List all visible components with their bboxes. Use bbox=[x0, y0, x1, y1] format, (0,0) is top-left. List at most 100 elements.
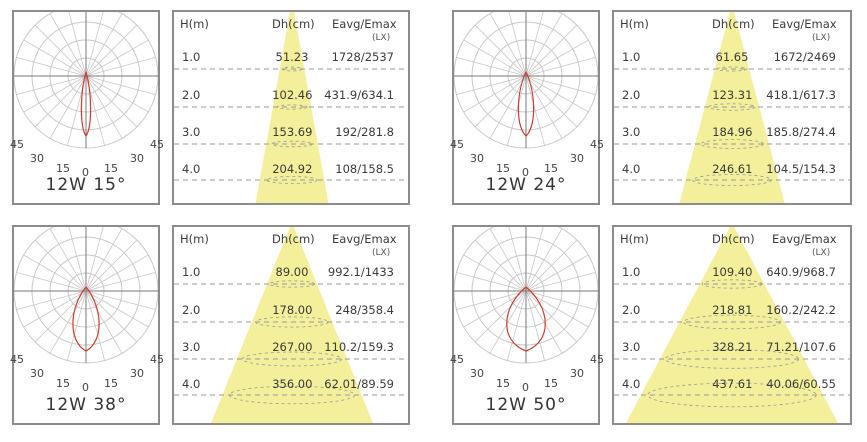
intensity-curve bbox=[80, 69, 92, 138]
angle-label: 15 bbox=[104, 162, 118, 175]
row-diameter: 328.21 bbox=[712, 340, 753, 354]
angle-label: 30 bbox=[570, 367, 584, 380]
fixture-caption: 12W 24° bbox=[485, 175, 567, 195]
polar-diagram: 45 30 15 0 15 30 45 12W 24° bbox=[450, 10, 604, 205]
fixture-caption: 12W 50° bbox=[485, 395, 567, 415]
header-height: H(m) bbox=[180, 232, 209, 246]
row-diameter: 246.61 bbox=[712, 162, 753, 176]
row-height: 1.0 bbox=[182, 50, 201, 64]
row-illuminance: 160.2/242.2 bbox=[766, 303, 836, 317]
header-illuminance: Eavg/Emax bbox=[332, 232, 397, 246]
angle-label: 30 bbox=[470, 367, 484, 380]
header-unit: (LX) bbox=[372, 33, 391, 43]
intensity-curve bbox=[72, 286, 100, 352]
row-illuminance: 431.9/634.1 bbox=[324, 88, 394, 102]
angle-label: 30 bbox=[130, 367, 144, 380]
row-height: 1.0 bbox=[182, 265, 201, 279]
angle-label: 45 bbox=[450, 138, 464, 151]
header-illuminance: Eavg/Emax bbox=[772, 232, 837, 246]
row-height: 4.0 bbox=[182, 162, 201, 176]
angle-label: 0 bbox=[82, 381, 89, 394]
polar-diagram: 45 30 15 0 15 30 45 12W 15° bbox=[10, 10, 164, 205]
row-height: 1.0 bbox=[622, 265, 641, 279]
row-height: 4.0 bbox=[182, 377, 201, 391]
angle-label: 30 bbox=[130, 152, 144, 165]
header-height: H(m) bbox=[620, 232, 649, 246]
row-height: 3.0 bbox=[182, 340, 201, 354]
row-diameter: 356.00 bbox=[272, 377, 313, 391]
beam-cone bbox=[174, 12, 408, 203]
row-diameter: 123.31 bbox=[712, 88, 753, 102]
angle-label: 45 bbox=[450, 353, 464, 366]
header-unit: (LX) bbox=[812, 248, 831, 258]
polar-diagram: 45 30 15 0 15 30 45 12W 50° bbox=[450, 225, 604, 425]
row-height: 2.0 bbox=[182, 88, 201, 102]
illuminance-table: H(m) Dh(cm) Eavg/Emax (LX) 1.0 51.23 1728/2537… bbox=[172, 10, 410, 205]
polar-grid bbox=[14, 227, 158, 364]
angle-label: 15 bbox=[496, 162, 510, 175]
row-illuminance: 71.21/107.6 bbox=[766, 340, 836, 354]
angle-label: 45 bbox=[590, 138, 604, 151]
angle-label: 45 bbox=[150, 353, 164, 366]
row-height: 4.0 bbox=[622, 377, 641, 391]
angle-label: 15 bbox=[56, 377, 70, 390]
row-height: 3.0 bbox=[622, 125, 641, 139]
row-illuminance: 418.1/617.3 bbox=[766, 88, 836, 102]
row-height: 4.0 bbox=[622, 162, 641, 176]
header-diameter: Dh(cm) bbox=[712, 232, 755, 246]
header-height: H(m) bbox=[180, 17, 209, 31]
row-illuminance: 108/158.5 bbox=[335, 162, 394, 176]
angle-label: 30 bbox=[570, 152, 584, 165]
illuminance-table: H(m) Dh(cm) Eavg/Emax (LX) 1.0 61.65 1672/2469… bbox=[612, 10, 852, 205]
header-height: H(m) bbox=[620, 17, 649, 31]
row-height: 3.0 bbox=[622, 340, 641, 354]
row-illuminance: 192/281.8 bbox=[335, 125, 394, 139]
angle-label: 15 bbox=[104, 377, 118, 390]
angle-label: 30 bbox=[30, 367, 44, 380]
row-diameter: 61.65 bbox=[715, 50, 749, 64]
row-illuminance: 104.5/154.3 bbox=[766, 162, 836, 176]
angle-label: 45 bbox=[10, 138, 24, 151]
row-diameter: 204.92 bbox=[272, 162, 313, 176]
row-illuminance: 62.01/89.59 bbox=[324, 377, 394, 391]
row-diameter: 102.46 bbox=[272, 88, 313, 102]
intensity-curve bbox=[506, 286, 546, 352]
polar-grid bbox=[454, 12, 598, 149]
angle-label: 0 bbox=[82, 166, 89, 179]
header-illuminance: Eavg/Emax bbox=[332, 17, 397, 31]
row-diameter: 89.00 bbox=[275, 265, 309, 279]
row-illuminance: 640.9/968.7 bbox=[766, 265, 836, 279]
polar-grid bbox=[454, 227, 598, 364]
intensity-curve bbox=[517, 70, 535, 137]
row-diameter: 184.96 bbox=[712, 125, 753, 139]
row-illuminance: 1672/2469 bbox=[773, 50, 836, 64]
fixture-caption: 12W 38° bbox=[45, 395, 127, 415]
angle-label: 0 bbox=[522, 166, 529, 179]
angle-label: 15 bbox=[56, 162, 70, 175]
angle-label: 45 bbox=[10, 353, 24, 366]
row-diameter: 437.61 bbox=[712, 377, 753, 391]
row-diameter: 51.23 bbox=[275, 50, 309, 64]
row-diameter: 178.00 bbox=[272, 303, 313, 317]
angle-label: 45 bbox=[590, 353, 604, 366]
row-illuminance: 185.8/274.4 bbox=[766, 125, 836, 139]
header-unit: (LX) bbox=[372, 248, 391, 258]
header-unit: (LX) bbox=[812, 33, 831, 43]
fixture-caption: 12W 15° bbox=[45, 175, 127, 195]
row-height: 2.0 bbox=[622, 88, 641, 102]
illuminance-table: H(m) Dh(cm) Eavg/Emax (LX) 1.0 89.00 992.1/143… bbox=[172, 225, 410, 425]
row-height: 2.0 bbox=[622, 303, 641, 317]
illuminance-table: H(m) Dh(cm) Eavg/Emax (LX) 1.0 109.40 640.9/96… bbox=[612, 225, 852, 425]
beam-cone bbox=[174, 227, 408, 423]
row-diameter: 109.40 bbox=[712, 265, 753, 279]
polar-grid bbox=[14, 12, 158, 149]
row-diameter: 267.00 bbox=[272, 340, 313, 354]
row-illuminance: 248/358.4 bbox=[335, 303, 394, 317]
header-diameter: Dh(cm) bbox=[272, 17, 315, 31]
angle-label: 30 bbox=[470, 152, 484, 165]
angle-label: 15 bbox=[496, 377, 510, 390]
row-diameter: 153.69 bbox=[272, 125, 313, 139]
angle-label: 15 bbox=[544, 377, 558, 390]
angle-label: 45 bbox=[150, 138, 164, 151]
angle-label: 30 bbox=[30, 152, 44, 165]
